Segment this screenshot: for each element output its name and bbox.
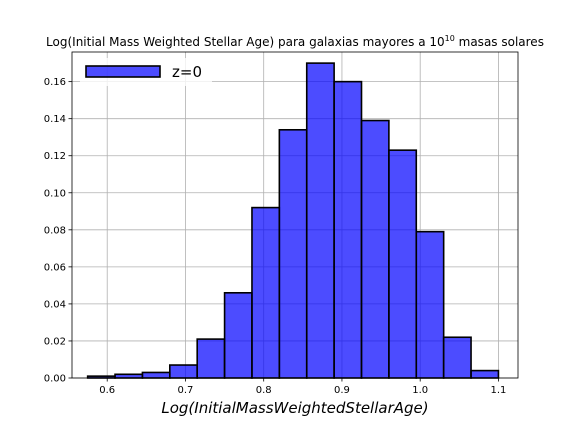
y-tick-label-7: 0.14 — [44, 114, 66, 125]
histogram-bar-2 — [141, 371, 171, 379]
legend-swatch — [85, 65, 161, 78]
x-tick-label-2: 0.8 — [256, 385, 272, 396]
y-tick-label-5: 0.10 — [44, 188, 66, 199]
histogram-bar-11 — [388, 149, 418, 379]
y-tick-label-1: 0.02 — [44, 336, 66, 347]
histogram-bar-12 — [415, 230, 445, 379]
histogram-bar-10 — [360, 119, 390, 379]
histogram-bar-4 — [196, 338, 226, 379]
x-axis-label: Log(InitialMassWeightedStellarAge) — [161, 399, 428, 417]
y-tick-label-2: 0.04 — [44, 299, 66, 310]
histogram-bar-1 — [114, 373, 144, 379]
legend-label: z=0 — [172, 63, 202, 81]
plot-frame — [71, 51, 519, 379]
chart-title: Log(Initial Mass Weighted Stellar Age) p… — [46, 34, 544, 49]
x-tick-label-3: 0.9 — [334, 385, 350, 396]
legend: z=0 — [80, 58, 212, 86]
histogram-bar-8 — [305, 62, 335, 379]
histogram-bar-3 — [169, 364, 198, 379]
y-tick-label-8: 0.16 — [44, 77, 66, 88]
y-tick-label-4: 0.08 — [44, 225, 66, 236]
y-tick-label-6: 0.12 — [44, 151, 66, 162]
histogram-bar-13 — [442, 336, 472, 379]
y-tick-label-0: 0.00 — [44, 374, 66, 385]
histogram-bar-9 — [333, 80, 363, 379]
histogram-bar-7 — [278, 128, 308, 379]
y-tick-label-3: 0.06 — [44, 262, 66, 273]
x-tick-label-4: 1.0 — [412, 385, 428, 396]
x-tick-label-1: 0.7 — [178, 385, 194, 396]
y-axis-ticks: 0.00 0.02 0.04 0.06 0.08 0.10 0.12 0.14 0.16 — [44, 77, 72, 385]
histogram-bar-5 — [223, 291, 253, 379]
x-axis-ticks: 0.6 0.7 0.8 0.9 1.0 1.1 — [99, 378, 506, 396]
x-tick-label-0: 0.6 — [99, 385, 115, 396]
histogram-bar-14 — [470, 369, 500, 379]
x-tick-label-5: 1.1 — [490, 385, 506, 396]
histogram-bar-6 — [251, 206, 281, 379]
